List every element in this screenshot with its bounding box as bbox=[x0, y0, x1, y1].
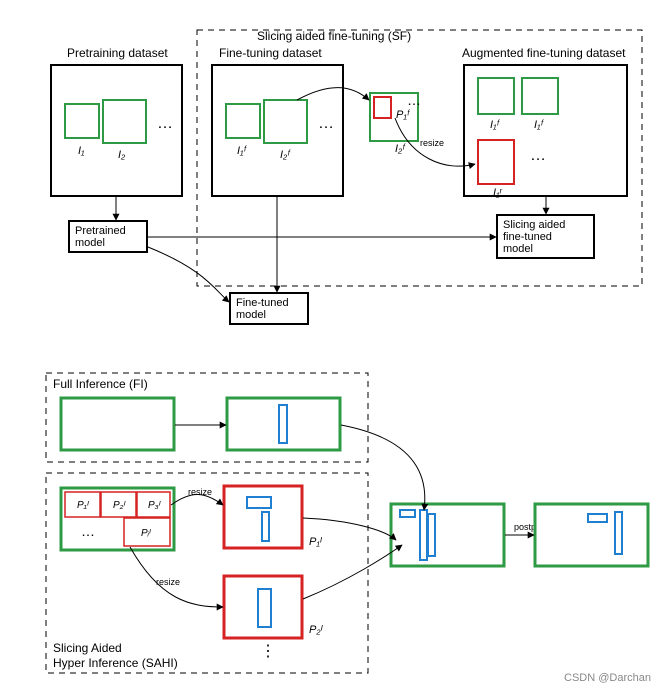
finetuned-model-box-l1: Fine-tuned bbox=[236, 297, 289, 309]
merge-box bbox=[391, 504, 504, 566]
pretrain-img-1 bbox=[103, 100, 146, 143]
sahi-patch-ellipsis: … bbox=[81, 523, 95, 539]
patch-resize-label: resize bbox=[420, 138, 444, 148]
pretrain-title: Pretraining dataset bbox=[67, 46, 168, 60]
finetune-img-0 bbox=[226, 104, 260, 138]
augmented-red bbox=[478, 140, 514, 184]
region-sf-label: Slicing aided fine-tuning (SF) bbox=[257, 29, 411, 43]
sahi-patch-label-2: P₃ᴵ bbox=[148, 500, 162, 511]
sahi-patch-label-0: P₁ᴵ bbox=[77, 500, 90, 511]
sahi-patch-label-1: P₂ᴵ bbox=[113, 500, 126, 511]
augmented-top-1 bbox=[522, 78, 558, 114]
augmented-red-label: I₁ʳ bbox=[493, 187, 503, 199]
augmented-top-0 bbox=[478, 78, 514, 114]
sahi-vdots: ⋮ bbox=[260, 643, 276, 660]
sahi-patch-label-3: Pᵢᴵ bbox=[141, 528, 152, 539]
region-sahi-label1: Slicing Aided bbox=[53, 641, 122, 655]
sf-model-box-l2: fine-tuned bbox=[503, 231, 552, 243]
pretrained-model-box-l2: model bbox=[75, 237, 105, 249]
patch-inner-label: P₁ᶠ bbox=[396, 109, 411, 121]
sahi-left bbox=[61, 488, 174, 550]
augmented-ellipsis: … bbox=[530, 147, 546, 164]
region-fi-label: Full Inference (FI) bbox=[53, 377, 148, 391]
fi-left bbox=[61, 398, 174, 450]
patch-ellipsis: … bbox=[407, 92, 421, 108]
finetune-title: Fine-tuning dataset bbox=[219, 46, 322, 60]
finetune-ellipsis: … bbox=[318, 115, 334, 132]
sf-model-box-l1: Slicing aided bbox=[503, 219, 565, 231]
sahi-red2 bbox=[224, 576, 302, 638]
sahi-red2-label: P₂ᴵ bbox=[309, 624, 324, 636]
pretrain-img-0 bbox=[65, 104, 99, 138]
patch-inner bbox=[374, 97, 391, 118]
sf-model-box-l3: model bbox=[503, 243, 533, 255]
pretrained-model-box-l1: Pretrained bbox=[75, 225, 126, 237]
sahi-red1-label: P₁ᴵ bbox=[309, 536, 323, 548]
augmented-title: Augmented fine-tuning dataset bbox=[462, 46, 626, 60]
region-sahi-label2: Hyper Inference (SAHI) bbox=[53, 656, 178, 670]
pretrain-img-label-0: I₁ bbox=[78, 145, 85, 157]
pretrain-img-label-1: I₂ bbox=[118, 149, 126, 161]
finetune-img-1 bbox=[264, 100, 307, 143]
pretrain-ellipsis: … bbox=[157, 115, 173, 132]
watermark: CSDN @Darchan bbox=[564, 672, 651, 684]
finetuned-model-box-l2: model bbox=[236, 309, 266, 321]
